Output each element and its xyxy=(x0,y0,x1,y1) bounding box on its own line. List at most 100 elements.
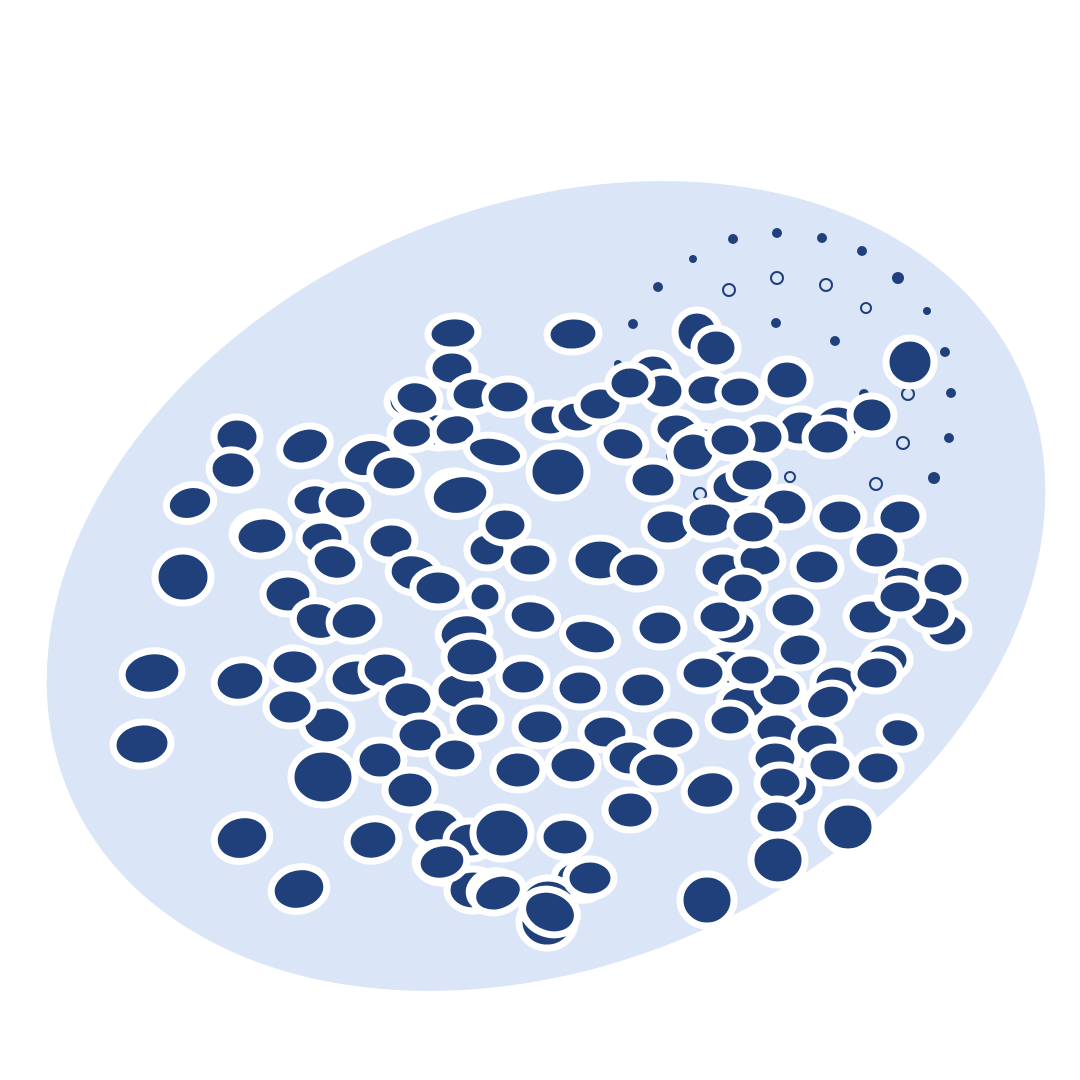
cell-blob xyxy=(519,885,581,939)
cell-blob xyxy=(773,628,827,672)
small-dot xyxy=(817,233,827,243)
cell-blob xyxy=(629,747,685,793)
cell-blob xyxy=(724,649,776,691)
cell-blob xyxy=(882,334,938,390)
cell-blob xyxy=(817,798,879,856)
cell-blob xyxy=(704,418,756,462)
small-dot xyxy=(923,307,931,315)
cell-blob xyxy=(162,481,218,525)
cell-blob xyxy=(325,597,383,645)
cell-blob xyxy=(386,412,438,454)
cell-blob xyxy=(676,870,738,930)
cell-blob xyxy=(511,704,569,750)
small-ring xyxy=(896,436,910,450)
small-dot xyxy=(628,319,638,329)
small-dot xyxy=(830,336,840,346)
small-ring xyxy=(860,302,872,314)
cell-blob xyxy=(426,470,494,520)
cell-blob xyxy=(625,457,681,503)
cell-blob xyxy=(276,422,334,470)
cell-blob xyxy=(725,453,779,497)
cell-blob xyxy=(495,654,551,700)
small-dot xyxy=(653,282,663,292)
cell-blob xyxy=(366,450,422,496)
small-dot xyxy=(772,228,782,238)
cell-blob xyxy=(307,539,363,585)
dot-group xyxy=(614,228,956,484)
cell-blob xyxy=(682,497,738,543)
cell-blob xyxy=(726,505,780,549)
cell-blob xyxy=(846,392,898,438)
small-dot xyxy=(944,433,954,443)
cell-blob xyxy=(429,409,481,451)
cell-blob xyxy=(462,431,528,473)
cell-blob xyxy=(205,446,261,494)
small-dot xyxy=(857,246,867,256)
cell-blob xyxy=(873,575,927,619)
small-ring xyxy=(770,271,784,285)
cell-blob xyxy=(210,656,270,706)
cell-blob xyxy=(262,684,318,730)
cell-group xyxy=(109,306,973,952)
small-dot xyxy=(771,318,781,328)
cell-blob xyxy=(504,595,562,639)
cell-blob xyxy=(801,679,855,725)
cell-blob xyxy=(750,795,804,839)
cell-blob xyxy=(765,587,821,633)
cell-blob xyxy=(676,651,730,695)
cell-blob xyxy=(440,632,504,682)
small-dot xyxy=(946,388,956,398)
cell-blob xyxy=(704,699,756,741)
cell-blob xyxy=(812,494,868,540)
cell-blob xyxy=(789,544,845,590)
cell-blob xyxy=(690,324,742,372)
small-dot xyxy=(940,347,950,357)
cell-blob xyxy=(503,538,557,582)
cell-blob xyxy=(632,605,688,651)
cell-blob xyxy=(601,786,659,834)
cell-blob xyxy=(760,355,814,405)
small-ring xyxy=(819,278,833,292)
cell-blob xyxy=(428,733,482,777)
cell-blob xyxy=(562,855,618,901)
small-dot xyxy=(892,272,904,284)
cell-blob xyxy=(693,595,747,639)
cell-blob xyxy=(753,761,807,805)
small-ring xyxy=(722,283,736,297)
cell-blob xyxy=(604,361,656,405)
cell-blob xyxy=(717,567,769,609)
cell-blob xyxy=(646,711,700,755)
cell-blob xyxy=(489,746,547,794)
cell-blob xyxy=(747,831,809,889)
cell-blob xyxy=(596,422,650,466)
cell-blob xyxy=(559,614,621,660)
cell-blob xyxy=(151,547,215,607)
cell-blob xyxy=(343,815,403,865)
cell-blob xyxy=(287,745,359,809)
cell-blob xyxy=(680,766,740,814)
cell-blob xyxy=(469,803,535,863)
small-ring xyxy=(869,477,883,491)
cell-blob xyxy=(449,697,505,743)
cell-blob xyxy=(464,577,506,617)
cell-blob xyxy=(409,565,467,611)
cell-blob xyxy=(801,414,855,460)
cell-blob xyxy=(267,863,331,915)
cell-blob xyxy=(231,512,293,560)
cell-blob xyxy=(851,746,905,790)
cell-blob xyxy=(543,312,603,356)
cell-blob xyxy=(210,811,274,865)
cell-blob xyxy=(413,839,471,885)
small-dot xyxy=(928,472,940,484)
cell-blob xyxy=(424,312,482,354)
cell-blob xyxy=(615,667,671,713)
cell-blob xyxy=(536,813,594,861)
cell-blob xyxy=(714,371,766,413)
cell-blob xyxy=(552,665,608,711)
cell-blob xyxy=(481,375,535,419)
cell-blob xyxy=(478,503,532,547)
cell-blob xyxy=(525,442,591,502)
cell-blob xyxy=(873,494,927,540)
